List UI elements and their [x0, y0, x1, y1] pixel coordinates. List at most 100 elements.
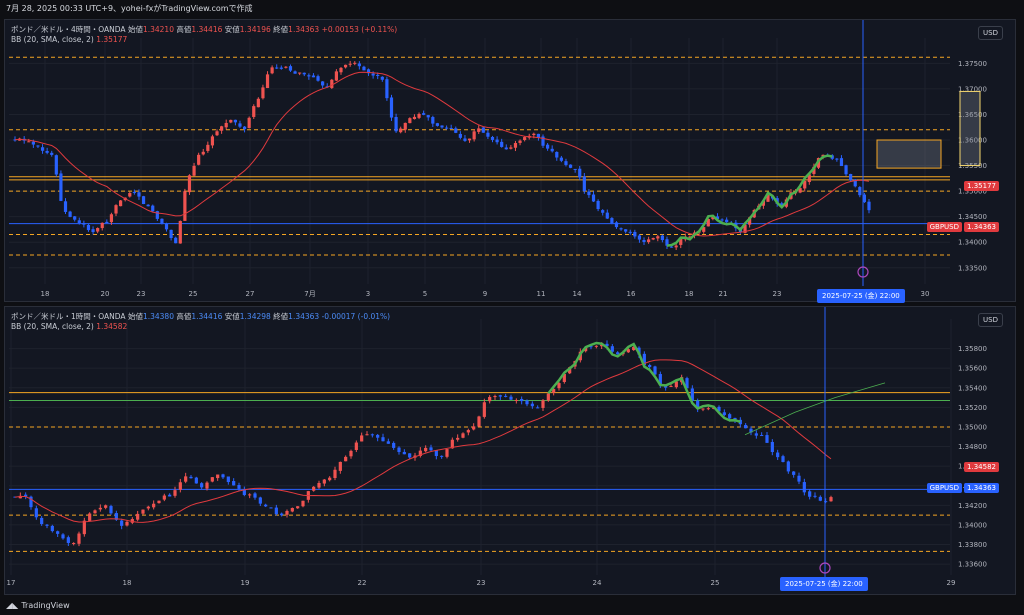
candle-body: [247, 117, 251, 129]
candle-body: [786, 461, 790, 472]
x-tick-label: 23: [773, 290, 782, 298]
x-tick-label: 3: [366, 290, 370, 298]
candle-body: [29, 496, 33, 508]
candle-body: [226, 476, 230, 483]
bb-price-label: 1.35177: [964, 181, 999, 191]
chart-legend: ポンド／米ドル・1時間・OANDA 始値1.34380 高値1.34416 安値…: [11, 311, 390, 322]
candle-body: [706, 218, 710, 227]
candle-body: [536, 133, 541, 138]
x-tick-label: 22: [358, 579, 367, 587]
x-tick-label: 18: [685, 290, 694, 298]
candle-body: [82, 520, 86, 535]
candle-body: [594, 345, 598, 347]
candle-body: [34, 508, 38, 518]
bb-value: 1.34582: [96, 322, 128, 331]
candle-body: [403, 122, 407, 130]
tradingview-logo-icon: ◢◣: [6, 601, 19, 610]
candle-body: [168, 494, 172, 497]
candle-body: [210, 136, 215, 146]
candle-body: [525, 400, 529, 405]
candle-body: [160, 218, 164, 224]
chart-panel-1h[interactable]: 1.35800 1.35600 1.35400 1.35200 1.35000 1.348…: [4, 306, 1016, 595]
candle-body: [440, 455, 444, 457]
candle-body: [77, 220, 81, 224]
chart-panel-4h[interactable]: 1.375001.370001.365001.360001.355001.350…: [4, 19, 1016, 303]
candle-body: [578, 168, 582, 178]
wave-annotation-line: [547, 341, 741, 423]
candle-body: [424, 447, 428, 452]
candle-body: [13, 139, 17, 141]
candle-body: [77, 533, 81, 544]
candle-body: [253, 493, 257, 498]
candle-body: [445, 449, 449, 457]
candle-body: [270, 67, 274, 74]
candle-body: [343, 64, 348, 68]
candle-body: [317, 482, 321, 488]
candle-body: [812, 166, 816, 174]
candle-body: [146, 204, 150, 207]
candle-body: [628, 231, 632, 233]
candle-body: [141, 196, 146, 205]
candle-body: [781, 456, 785, 463]
candle-body: [632, 346, 636, 351]
candle-body: [242, 126, 247, 130]
candle-body: [552, 388, 556, 393]
candle-body: [605, 212, 609, 219]
candle-body: [136, 513, 140, 520]
bb-label: BB (20, SMA, close, 2): [11, 35, 94, 44]
candle-body: [31, 141, 35, 145]
candle-body: [307, 75, 311, 77]
candle-body: [754, 433, 758, 436]
candle-body: [200, 483, 204, 488]
y-tick-label: 1.37000: [958, 85, 987, 93]
candle-body: [114, 205, 118, 214]
candle-body: [68, 211, 72, 217]
candle-body: [493, 395, 497, 398]
candle-body: [184, 476, 188, 482]
legend-title: ポンド／米ドル・1時間・OANDA: [11, 312, 126, 321]
y-tick-label: 1.34000: [958, 521, 987, 529]
price-chart-svg[interactable]: 1.35800 1.35600 1.35400 1.35200 1.35000 1.348…: [5, 307, 1015, 594]
candle-body: [183, 191, 187, 221]
candle-body: [264, 504, 268, 507]
x-tick-label: 16: [627, 290, 636, 298]
candle-body: [728, 414, 732, 419]
candle-body: [328, 477, 332, 481]
candle-body: [288, 66, 293, 71]
candle-body: [665, 239, 669, 246]
x-tick-label: 30: [921, 290, 930, 298]
candle-body: [312, 486, 316, 491]
candle-body: [461, 433, 465, 438]
candle-body: [696, 400, 700, 409]
candle-body: [626, 349, 630, 353]
candle-body: [619, 228, 623, 230]
candle-body: [482, 402, 486, 417]
candle-body: [120, 520, 124, 526]
candle-body: [587, 191, 591, 196]
currency-button[interactable]: USD: [978, 26, 1003, 40]
candle-body: [418, 450, 422, 456]
candle-body: [624, 229, 628, 232]
x-tick-label: 19: [241, 579, 250, 587]
legend-change: +0.00153 (+0.11%): [321, 25, 398, 34]
candle-body: [237, 485, 241, 489]
candle-body: [385, 79, 389, 99]
candle-body: [633, 231, 637, 237]
candle-body: [322, 479, 326, 484]
candle-body: [301, 500, 305, 507]
candle-body: [178, 220, 182, 244]
candle-body: [256, 98, 260, 108]
candle-body: [216, 474, 220, 479]
candle-body: [605, 343, 609, 347]
candle-body: [648, 364, 652, 368]
price-chart-svg[interactable]: 1.375001.370001.365001.360001.355001.350…: [5, 20, 1015, 301]
currency-button[interactable]: USD: [978, 313, 1003, 327]
projection-line: [744, 382, 886, 436]
legend-close-label: 終値: [273, 25, 289, 34]
candle-body: [715, 216, 720, 219]
candle-body: [50, 152, 54, 155]
candle-body: [399, 128, 403, 133]
x-tick-label: 25: [189, 290, 198, 298]
candle-body: [458, 133, 462, 138]
candle-body: [472, 426, 476, 430]
